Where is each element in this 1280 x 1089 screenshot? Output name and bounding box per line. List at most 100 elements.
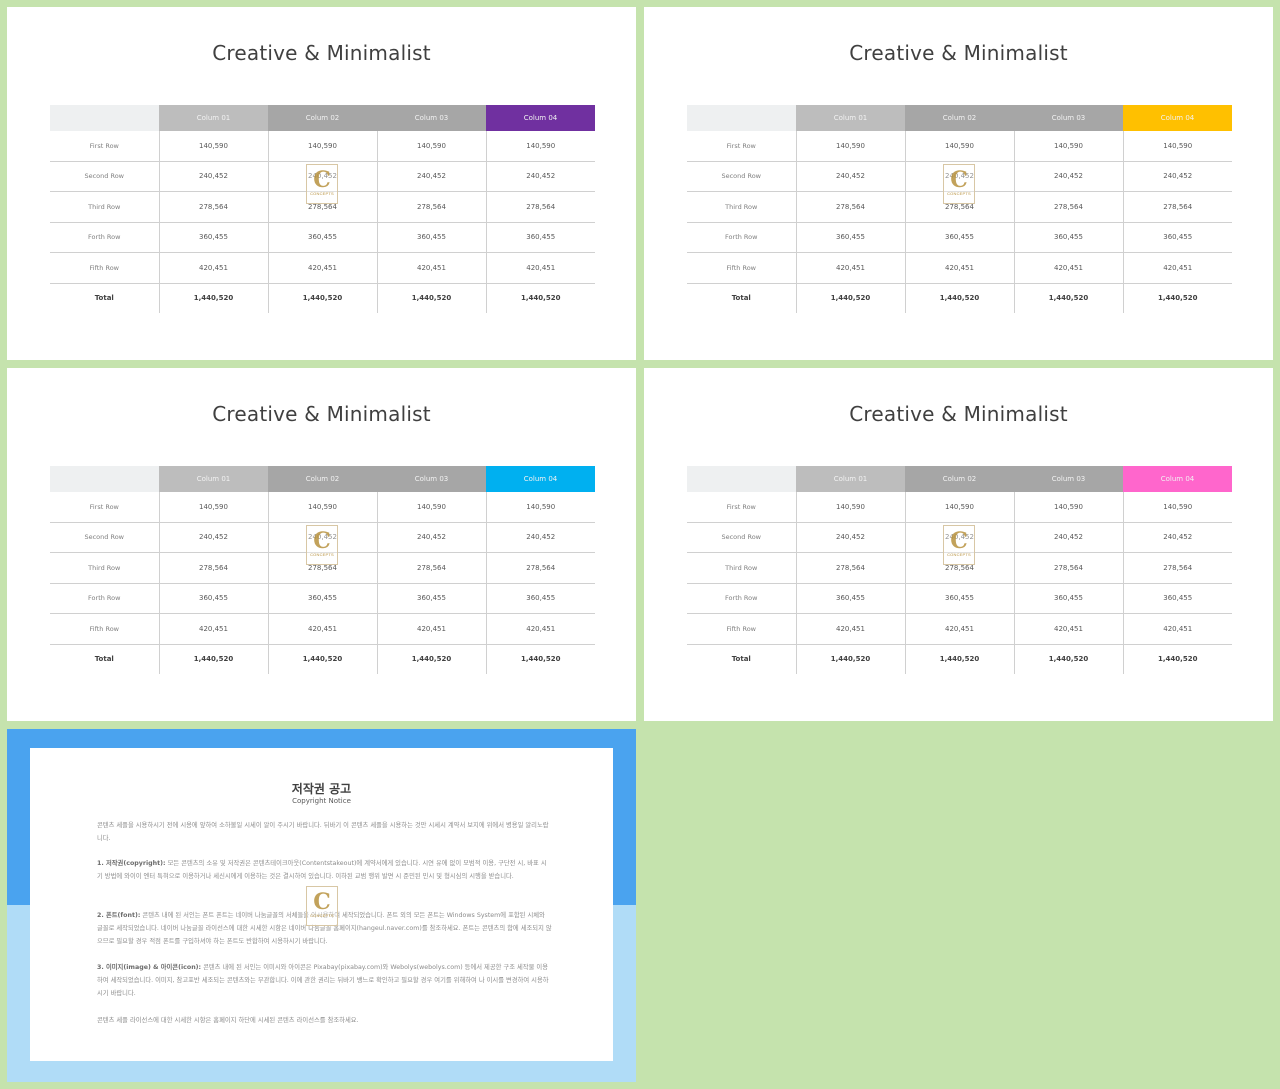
copyright-card: 저작권 공고 Copyright Notice 콘텐츠 세플을 시용하시기 전에… bbox=[30, 748, 613, 1061]
table-cell: 140,590 bbox=[158, 492, 268, 523]
table-cell: 1,440,520 bbox=[795, 283, 905, 313]
header-corner bbox=[50, 105, 159, 131]
table-cell: 278,564 bbox=[158, 191, 268, 223]
watermark-letter: C bbox=[950, 167, 968, 193]
table-cell: 240,452 bbox=[904, 161, 1014, 192]
header-col-04-accent: Colum 04 bbox=[1123, 466, 1232, 492]
header-col-03: Colum 03 bbox=[1014, 105, 1123, 131]
row-label: Third Row bbox=[687, 191, 796, 223]
row-label: Second Row bbox=[687, 522, 796, 553]
header-col-02: Colum 02 bbox=[268, 105, 377, 131]
row-label: Total bbox=[94, 294, 114, 303]
table-cell: 420,451 bbox=[158, 252, 268, 284]
slide-title: Creative & Minimalist bbox=[849, 41, 1068, 65]
watermark-logo: C CONCEPTS bbox=[306, 886, 338, 926]
table-cell: 1,440,520 bbox=[1013, 283, 1123, 313]
table-row: Fifth Row 420,451 420,451 420,451 420,45… bbox=[687, 613, 1232, 645]
table-cell: 140,590 bbox=[376, 131, 486, 162]
row-label: Total bbox=[731, 294, 751, 303]
table-cell: 140,590 bbox=[904, 131, 1014, 162]
table-cell: 140,590 bbox=[1013, 492, 1123, 523]
table-cell: 420,451 bbox=[1013, 613, 1123, 645]
row-label: Fifth Row bbox=[687, 613, 796, 645]
slide-1: Creative & Minimalist Colum 01 Colum 02 … bbox=[7, 7, 636, 360]
table-cell: 420,451 bbox=[1122, 613, 1232, 645]
row-label: Second Row bbox=[687, 161, 796, 192]
header-col-01: Colum 01 bbox=[159, 466, 268, 492]
table-cell: 1,440,520 bbox=[267, 283, 377, 313]
table-cell: 140,590 bbox=[1122, 492, 1232, 523]
row-label: Forth Row bbox=[687, 222, 796, 253]
table-cell: 1,440,520 bbox=[795, 644, 905, 674]
watermark-text: CONCEPTS bbox=[310, 552, 334, 557]
table-cell: 240,452 bbox=[904, 522, 1014, 553]
row-label: Third Row bbox=[50, 552, 159, 584]
total-row: Total 1,440,520 1,440,520 1,440,520 1,44… bbox=[50, 644, 595, 674]
table-cell: 278,564 bbox=[795, 552, 905, 584]
table-cell: 360,455 bbox=[485, 583, 595, 614]
watermark-letter: C bbox=[313, 889, 331, 915]
slide-4: Creative & Minimalist Colum 01 Colum 02 … bbox=[644, 368, 1273, 721]
copyright-slide: 저작권 공고 Copyright Notice 콘텐츠 세플을 시용하시기 전에… bbox=[7, 729, 636, 1082]
table-cell: 360,455 bbox=[158, 583, 268, 614]
table-cell: 240,452 bbox=[1013, 522, 1123, 553]
table-cell: 240,452 bbox=[158, 522, 268, 553]
table-cell: 240,452 bbox=[376, 522, 486, 553]
header-col-04-accent: Colum 04 bbox=[486, 105, 595, 131]
table-cell: 278,564 bbox=[1122, 191, 1232, 223]
table-cell: 1,440,520 bbox=[904, 644, 1014, 674]
table-cell: 360,455 bbox=[376, 583, 486, 614]
slide-3: Creative & Minimalist Colum 01 Colum 02 … bbox=[7, 368, 636, 721]
table-cell: 240,452 bbox=[1122, 161, 1232, 192]
header-col-02: Colum 02 bbox=[905, 105, 1014, 131]
table-cell: 140,590 bbox=[795, 492, 905, 523]
table-cell: 1,440,520 bbox=[485, 283, 595, 313]
table-cell: 278,564 bbox=[267, 191, 377, 223]
table-cell: 360,455 bbox=[1122, 222, 1232, 253]
table-cell: 278,564 bbox=[1013, 552, 1123, 584]
copyright-title: 저작권 공고 bbox=[291, 782, 352, 796]
header-col-01: Colum 01 bbox=[159, 105, 268, 131]
table-cell: 1,440,520 bbox=[158, 644, 268, 674]
slide-2: Creative & Minimalist Colum 01 Colum 02 … bbox=[644, 7, 1273, 360]
table-cell: 360,455 bbox=[795, 222, 905, 253]
table-row: First Row 140,590 140,590 140,590 140,59… bbox=[50, 131, 595, 162]
section-heading: 1. 저작권(copyright): bbox=[97, 860, 166, 867]
table-cell: 420,451 bbox=[485, 252, 595, 284]
table-row: Third Row 278,564 278,564 278,564 278,56… bbox=[50, 191, 595, 223]
table-cell: 420,451 bbox=[1122, 252, 1232, 284]
row-label: Fifth Row bbox=[50, 252, 159, 284]
table-cell: 140,590 bbox=[1122, 131, 1232, 162]
table-row: Fifth Row 420,451 420,451 420,451 420,45… bbox=[50, 252, 595, 284]
table-cell: 278,564 bbox=[1013, 191, 1123, 223]
table-cell: 1,440,520 bbox=[376, 644, 486, 674]
row-label: Second Row bbox=[50, 161, 159, 192]
table-cell: 420,451 bbox=[376, 613, 486, 645]
table-cell: 240,452 bbox=[267, 522, 377, 553]
header-col-03: Colum 03 bbox=[377, 466, 486, 492]
row-label: First Row bbox=[687, 131, 796, 162]
table-cell: 420,451 bbox=[795, 613, 905, 645]
table-cell: 278,564 bbox=[376, 552, 486, 584]
table-row: First Row 140,590 140,590 140,590 140,59… bbox=[687, 492, 1232, 523]
row-label: Second Row bbox=[50, 522, 159, 553]
table-cell: 1,440,520 bbox=[158, 283, 268, 313]
watermark-letter: C bbox=[313, 528, 331, 554]
table-row: Second Row 240,452 240,452 240,452 240,4… bbox=[687, 161, 1232, 192]
table-row: Forth Row 360,455 360,455 360,455 360,45… bbox=[687, 583, 1232, 614]
header-corner bbox=[687, 466, 796, 492]
table-row: First Row 140,590 140,590 140,590 140,59… bbox=[687, 131, 1232, 162]
slide-title: Creative & Minimalist bbox=[212, 41, 431, 65]
row-label: Third Row bbox=[50, 191, 159, 223]
table-cell: 360,455 bbox=[267, 583, 377, 614]
table-cell: 1,440,520 bbox=[267, 644, 377, 674]
table-cell: 140,590 bbox=[267, 492, 377, 523]
section-heading: 2. 폰트(font): bbox=[97, 912, 141, 919]
table-cell: 420,451 bbox=[267, 613, 377, 645]
data-table: Colum 01 Colum 02 Colum 03 Colum 04 Firs… bbox=[687, 105, 1232, 313]
data-table: Colum 01 Colum 02 Colum 03 Colum 04 Firs… bbox=[50, 466, 595, 674]
table-cell: 1,440,520 bbox=[1122, 644, 1232, 674]
table-row: Forth Row 360,455 360,455 360,455 360,45… bbox=[50, 222, 595, 253]
table-cell: 360,455 bbox=[795, 583, 905, 614]
watermark-letter: C bbox=[950, 528, 968, 554]
